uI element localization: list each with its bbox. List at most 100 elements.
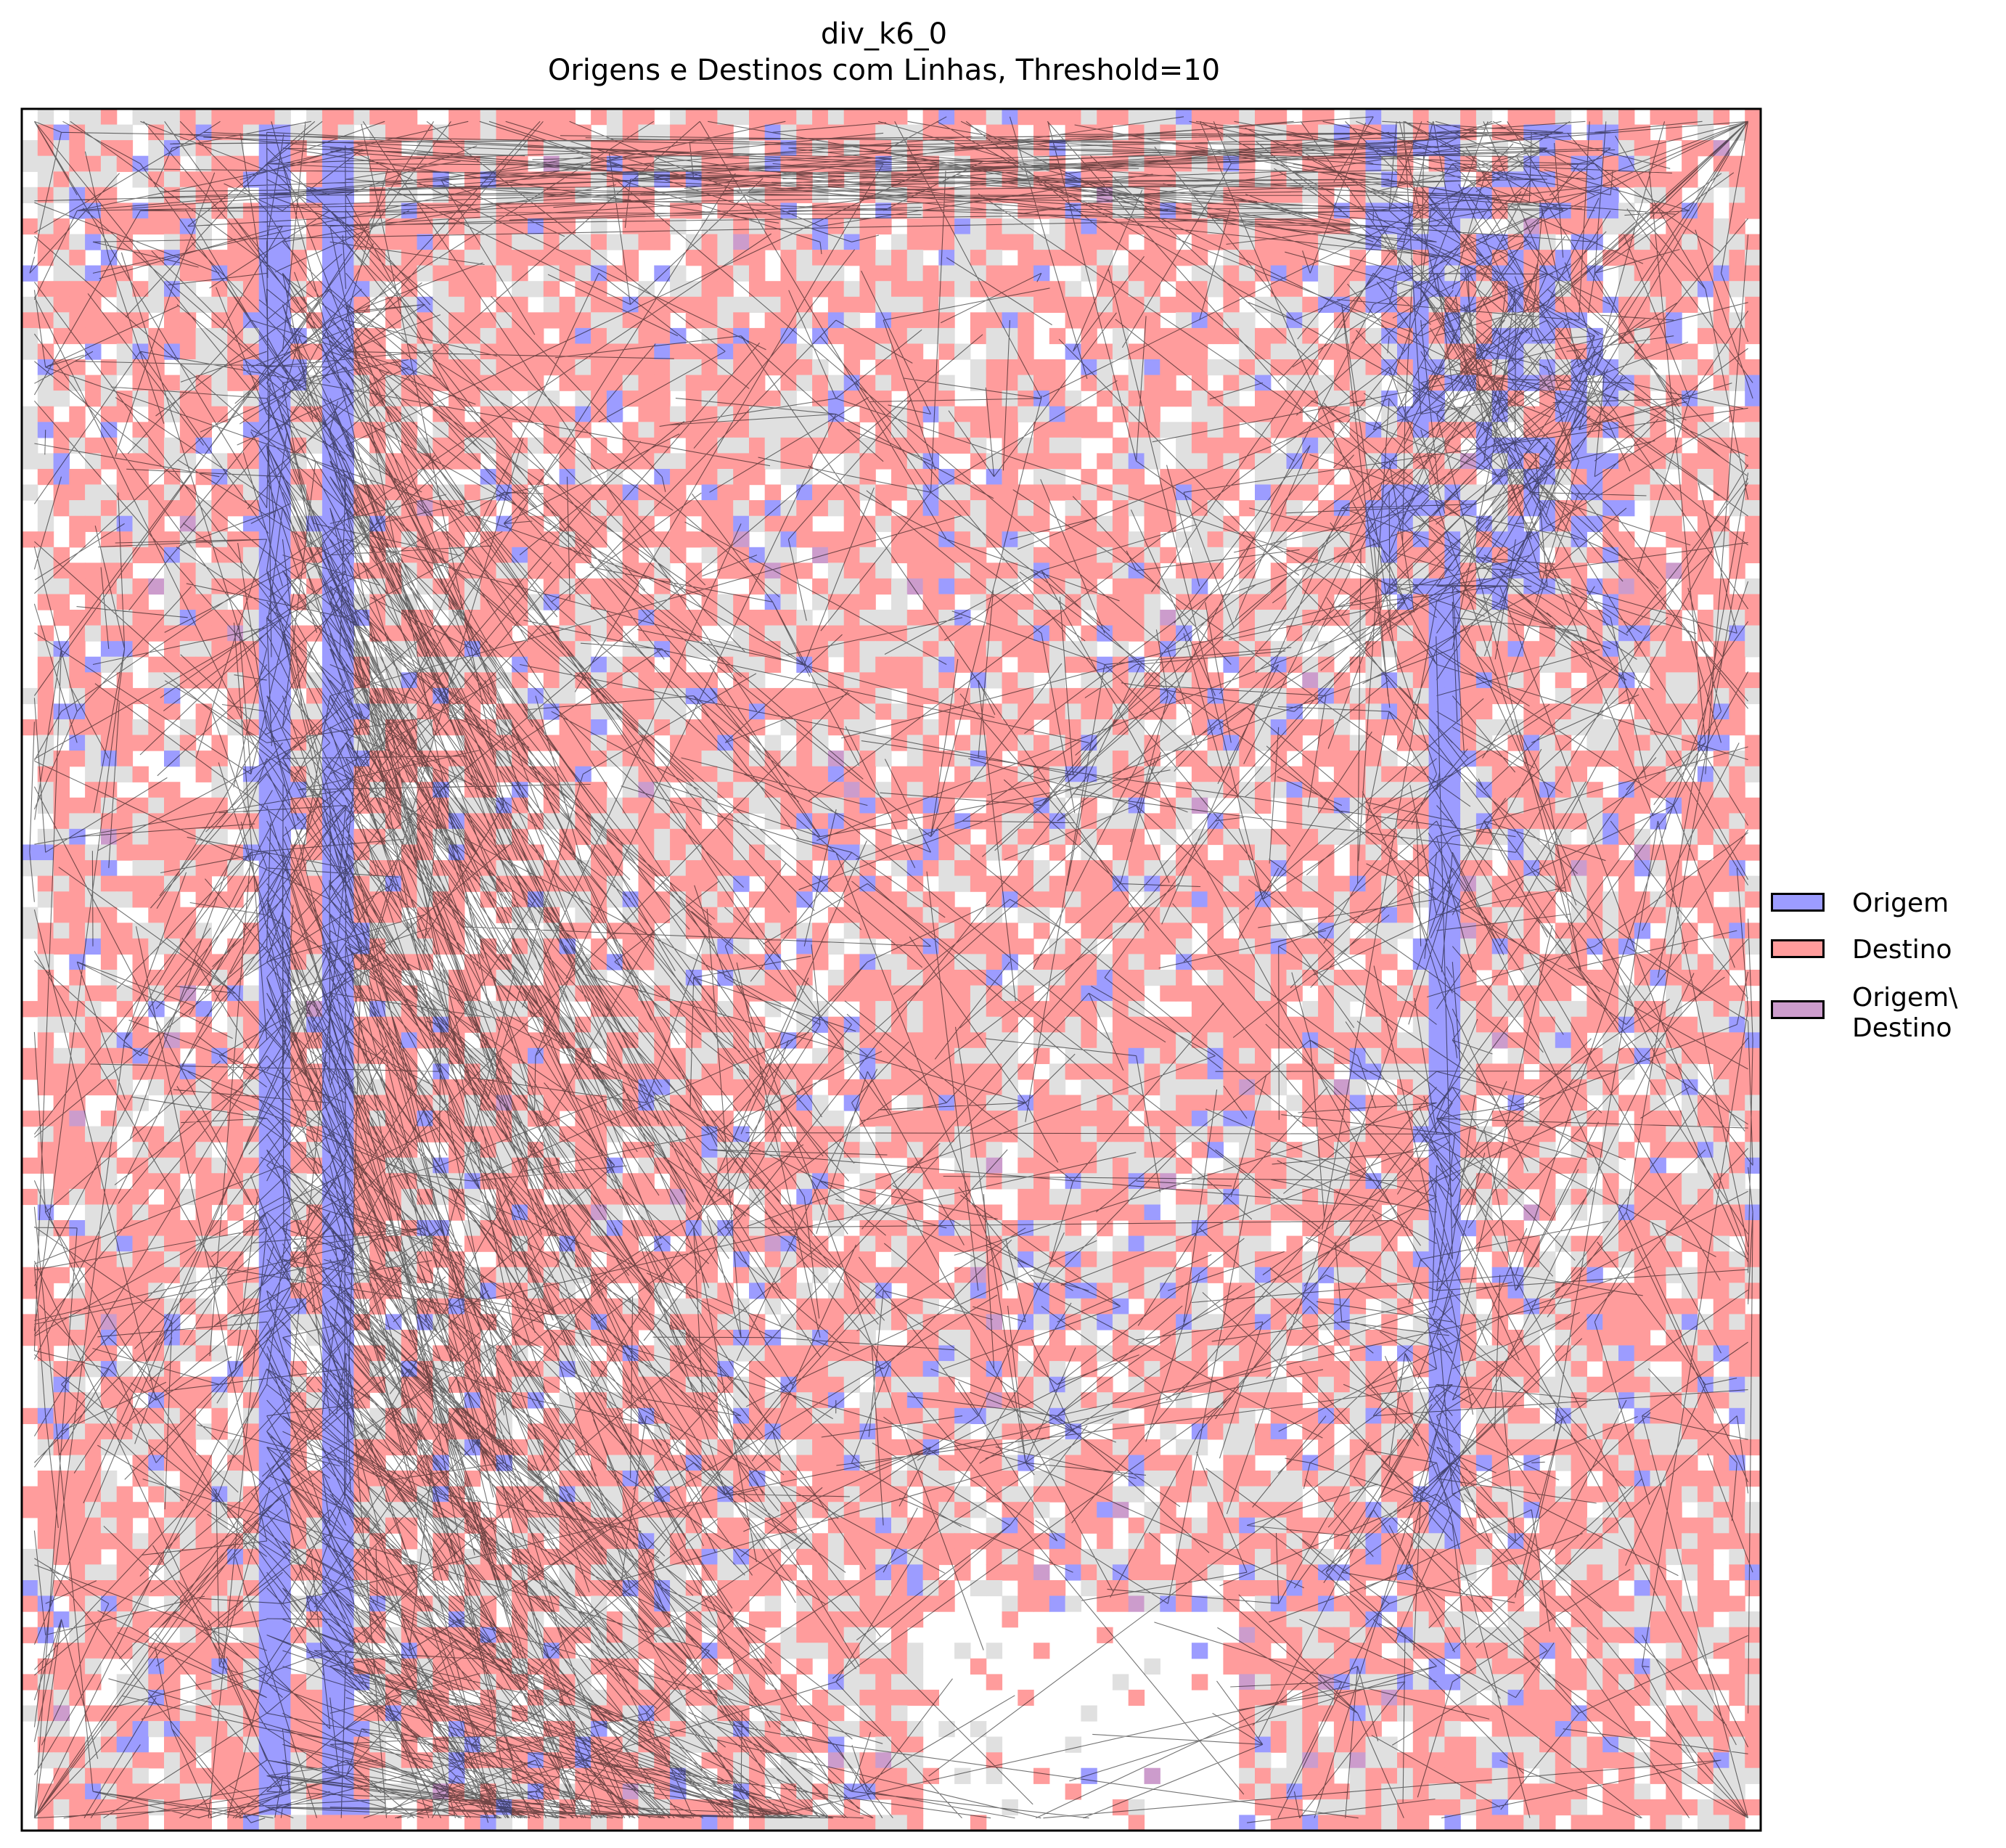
cell [116, 813, 134, 830]
cell [1191, 875, 1208, 892]
cell [148, 515, 165, 532]
cell [116, 891, 134, 908]
cell [1475, 860, 1493, 877]
cell [1191, 422, 1208, 438]
cell [859, 250, 876, 266]
cell [116, 359, 134, 376]
cell [1697, 109, 1714, 126]
cell [1618, 500, 1635, 517]
cell [812, 484, 829, 501]
cell [85, 844, 102, 861]
cell [1049, 327, 1066, 345]
cell [938, 437, 955, 454]
cell [195, 766, 212, 782]
cell [986, 875, 1003, 892]
cell [53, 500, 70, 517]
cell [717, 687, 734, 705]
cell [986, 422, 1003, 438]
cell [1475, 625, 1493, 642]
cell [891, 547, 908, 563]
cell [812, 265, 829, 282]
cell [22, 218, 38, 235]
cell [69, 375, 86, 391]
cell [1333, 875, 1351, 892]
cell [701, 327, 718, 345]
cell [148, 735, 165, 751]
cell [717, 218, 734, 235]
cell [812, 375, 829, 391]
cell [385, 124, 402, 141]
cell [1097, 610, 1113, 626]
cell [100, 875, 118, 892]
cell [685, 391, 703, 407]
cell [575, 594, 591, 610]
cell [1729, 171, 1745, 188]
cell [1207, 735, 1224, 751]
cell [1618, 218, 1635, 235]
cell [1666, 203, 1682, 219]
cell [195, 155, 212, 172]
cell [559, 610, 576, 626]
cell [1144, 281, 1160, 298]
cell [1428, 547, 1445, 563]
cell [749, 719, 766, 736]
cell [1318, 751, 1335, 767]
cell [464, 124, 481, 141]
cell [464, 391, 481, 407]
cell [433, 218, 449, 235]
cell [1666, 327, 1682, 345]
cell [1397, 907, 1414, 923]
cell [764, 923, 782, 939]
cell [875, 250, 892, 266]
cell [859, 672, 876, 689]
cell [922, 327, 939, 345]
cell [1650, 687, 1666, 705]
cell [559, 312, 576, 329]
cell [1128, 547, 1145, 563]
cell [1018, 234, 1034, 250]
cell [1650, 327, 1666, 345]
cell [733, 844, 750, 861]
cell [528, 312, 544, 329]
cell [512, 375, 528, 391]
cell [685, 860, 703, 877]
cell [559, 109, 576, 126]
cell [1223, 296, 1240, 313]
cell [638, 500, 655, 517]
cell [496, 641, 512, 658]
cell [875, 578, 892, 595]
cell [274, 250, 291, 266]
cell [480, 391, 497, 407]
cell [1144, 547, 1160, 563]
cell [417, 234, 433, 250]
cell [1160, 203, 1176, 219]
cell [132, 797, 149, 814]
cell [543, 437, 560, 454]
cell [1191, 891, 1208, 908]
cell [875, 547, 892, 563]
cell [1697, 453, 1714, 470]
cell [433, 531, 449, 548]
cell [1475, 875, 1493, 892]
cell [827, 203, 845, 219]
cell [85, 703, 102, 720]
cell [575, 391, 591, 407]
cell [100, 641, 118, 658]
cell [132, 860, 149, 877]
cell [875, 391, 892, 407]
cell [1049, 844, 1066, 861]
cell [385, 109, 402, 126]
cell [559, 265, 576, 282]
cell [1191, 109, 1208, 126]
cell [164, 500, 181, 517]
cell [116, 719, 134, 736]
cell [1302, 484, 1319, 501]
cell [749, 422, 766, 438]
cell [1191, 312, 1208, 329]
cell [1207, 327, 1224, 345]
cell [970, 547, 987, 563]
cell [622, 751, 639, 767]
cell [1571, 656, 1587, 673]
cell [1049, 703, 1066, 720]
cell [1666, 109, 1682, 126]
